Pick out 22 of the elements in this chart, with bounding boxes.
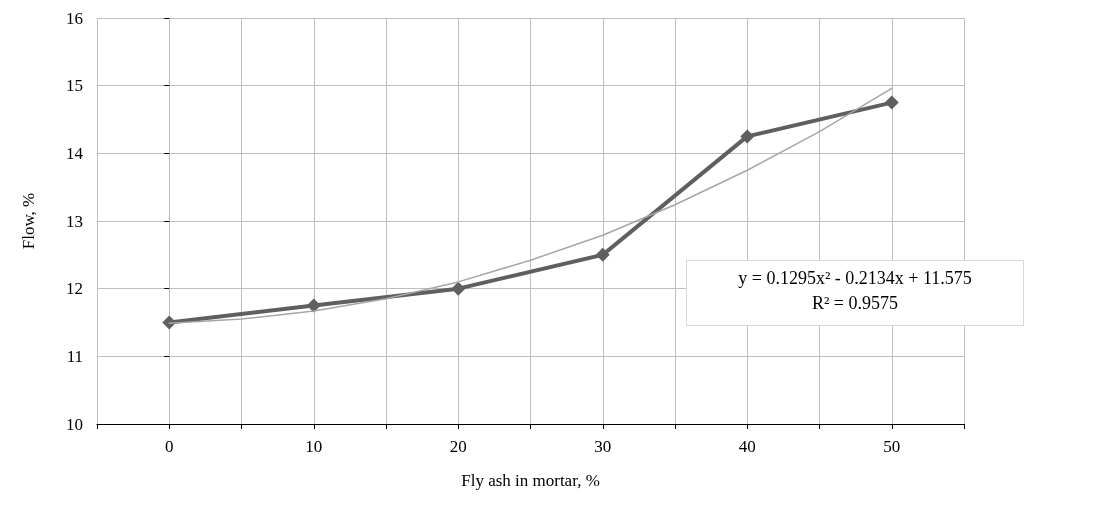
x-tick-label: 50	[883, 437, 901, 456]
y-tick-label: 13	[66, 211, 83, 231]
point	[451, 281, 466, 296]
y-tick-label: 14	[66, 143, 84, 163]
annotation: y = 0.1295x² - 0.2134x + 11.575	[737, 267, 973, 290]
y-tick-label: 11	[66, 346, 83, 366]
annotation: R² = 0.9575	[810, 292, 900, 315]
point	[884, 95, 899, 110]
x-tick-label: 20	[449, 437, 467, 456]
y-tick-label: 16	[66, 8, 83, 28]
x-tick-label: 40	[738, 437, 756, 456]
x-tick-label: 0	[165, 437, 174, 456]
y-tick-label: 15	[66, 76, 83, 96]
point	[306, 298, 321, 313]
y-tick-label: 12	[66, 279, 83, 299]
x-axis-title: Fly ash in mortar, %	[461, 471, 600, 490]
x-tick-label: 10	[305, 437, 323, 456]
y-axis-title: Flow, %	[19, 192, 38, 250]
y-tick-label: 10	[66, 414, 83, 434]
x-tick-label: 30	[594, 437, 612, 456]
point	[595, 247, 610, 262]
point	[740, 129, 755, 144]
